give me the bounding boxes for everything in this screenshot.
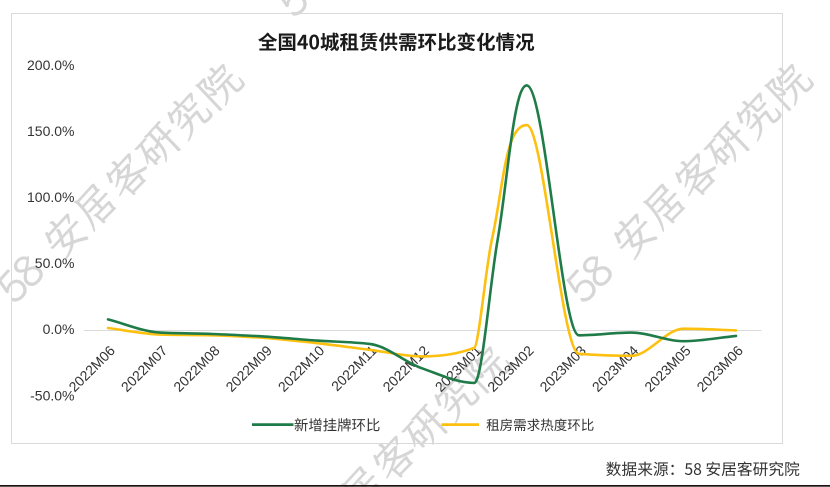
- svg-text:0.0%: 0.0%: [43, 321, 75, 337]
- svg-text:-50.0%: -50.0%: [30, 387, 74, 403]
- svg-text:50.0%: 50.0%: [35, 255, 75, 271]
- svg-text:100.0%: 100.0%: [27, 189, 74, 205]
- svg-text:150.0%: 150.0%: [27, 123, 74, 139]
- svg-text:200.0%: 200.0%: [27, 57, 74, 73]
